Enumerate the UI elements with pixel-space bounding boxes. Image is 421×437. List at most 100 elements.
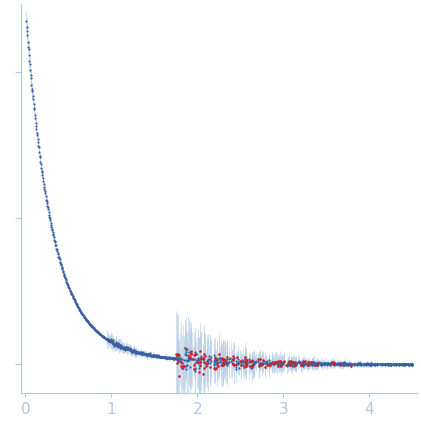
- Point: [160, 354, 166, 361]
- Point: [103, 336, 110, 343]
- Point: [385, 361, 392, 368]
- Point: [261, 360, 268, 367]
- Point: [219, 360, 226, 367]
- Point: [401, 361, 408, 368]
- Point: [331, 361, 338, 368]
- Point: [409, 361, 416, 368]
- Point: [257, 360, 264, 367]
- Point: [121, 344, 128, 351]
- Point: [128, 348, 135, 355]
- Point: [38, 167, 45, 174]
- Point: [228, 357, 234, 364]
- Point: [371, 361, 378, 368]
- Point: [187, 355, 194, 362]
- Point: [296, 360, 303, 367]
- Point: [259, 359, 266, 366]
- Point: [356, 361, 363, 368]
- Point: [132, 349, 139, 356]
- Point: [197, 356, 204, 363]
- Point: [132, 348, 139, 355]
- Point: [139, 350, 145, 357]
- Point: [276, 363, 283, 370]
- Point: [90, 324, 97, 331]
- Point: [408, 361, 414, 368]
- Point: [330, 359, 337, 366]
- Point: [105, 337, 112, 344]
- Point: [317, 360, 324, 367]
- Point: [251, 360, 258, 367]
- Point: [211, 359, 218, 366]
- Point: [127, 345, 133, 352]
- Point: [329, 361, 336, 368]
- Point: [285, 358, 292, 365]
- Point: [288, 358, 294, 365]
- Point: [354, 361, 361, 368]
- Point: [183, 346, 190, 353]
- Point: [205, 355, 211, 362]
- Point: [61, 274, 68, 281]
- Point: [174, 360, 181, 367]
- Point: [256, 361, 262, 368]
- Point: [374, 361, 381, 368]
- Point: [254, 357, 261, 364]
- Point: [278, 359, 285, 366]
- Point: [161, 354, 168, 361]
- Point: [388, 361, 394, 368]
- Point: [190, 355, 197, 362]
- Point: [372, 361, 378, 368]
- Point: [302, 360, 309, 367]
- Point: [192, 360, 199, 367]
- Point: [141, 350, 148, 357]
- Point: [219, 355, 226, 362]
- Point: [400, 361, 407, 368]
- Point: [179, 364, 186, 371]
- Point: [245, 355, 252, 362]
- Point: [385, 361, 392, 368]
- Point: [152, 351, 159, 358]
- Point: [63, 277, 69, 284]
- Point: [399, 361, 405, 368]
- Point: [384, 361, 391, 368]
- Point: [293, 359, 299, 366]
- Point: [355, 360, 362, 367]
- Point: [338, 361, 345, 368]
- Point: [405, 361, 412, 368]
- Point: [361, 361, 368, 368]
- Point: [408, 361, 415, 368]
- Point: [265, 359, 272, 366]
- Point: [336, 360, 343, 367]
- Point: [268, 360, 275, 367]
- Point: [165, 354, 172, 361]
- Point: [278, 359, 285, 366]
- Point: [175, 357, 181, 364]
- Point: [373, 361, 380, 368]
- Point: [58, 262, 64, 269]
- Point: [101, 334, 108, 341]
- Point: [43, 196, 50, 203]
- Point: [201, 365, 208, 372]
- Point: [330, 359, 337, 366]
- Point: [236, 364, 242, 371]
- Point: [274, 361, 280, 368]
- Point: [157, 353, 163, 360]
- Point: [51, 236, 58, 243]
- Point: [323, 360, 330, 367]
- Point: [76, 306, 83, 313]
- Point: [163, 354, 170, 361]
- Point: [31, 106, 38, 113]
- Point: [249, 361, 256, 368]
- Point: [221, 356, 228, 363]
- Point: [64, 281, 71, 288]
- Point: [257, 356, 264, 363]
- Point: [387, 361, 394, 368]
- Point: [188, 348, 195, 355]
- Point: [365, 361, 371, 368]
- Point: [392, 361, 399, 368]
- Point: [64, 280, 71, 287]
- Point: [328, 360, 334, 367]
- Point: [364, 361, 371, 368]
- Point: [114, 343, 121, 350]
- Point: [90, 324, 96, 331]
- Point: [241, 355, 248, 362]
- Point: [239, 358, 245, 365]
